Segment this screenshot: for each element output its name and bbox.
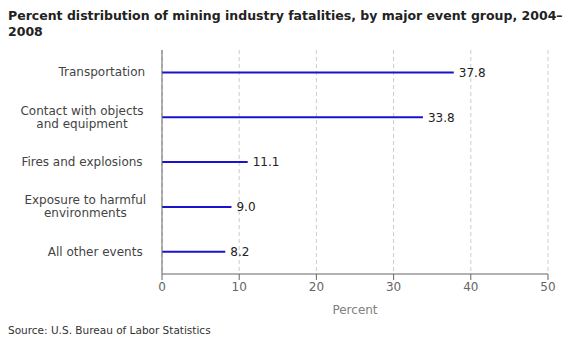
- svg-text:10: 10: [232, 280, 247, 294]
- svg-text:8.2: 8.2: [230, 245, 249, 259]
- svg-text:33.8: 33.8: [428, 111, 455, 125]
- svg-text:Exposure to harmfulenvironment: Exposure to harmfulenvironments: [24, 193, 146, 220]
- svg-text:50: 50: [540, 280, 555, 294]
- svg-text:Fires and explosions: Fires and explosions: [21, 155, 142, 169]
- svg-text:0: 0: [158, 280, 166, 294]
- svg-text:9.0: 9.0: [236, 200, 255, 214]
- svg-text:37.8: 37.8: [459, 66, 486, 80]
- svg-text:30: 30: [386, 280, 401, 294]
- svg-text:Transportation: Transportation: [57, 65, 145, 79]
- svg-text:20: 20: [309, 280, 324, 294]
- svg-text:Percent: Percent: [332, 303, 377, 317]
- html-text:Percent distribution of mining: Percent distribution of mining industry …: [8, 8, 563, 39]
- svg-text:All other events: All other events: [48, 245, 143, 259]
- svg-text:Contact with objectsand equipm: Contact with objectsand equipment: [20, 104, 143, 131]
- svg-text:40: 40: [463, 280, 478, 294]
- svg-text:11.1: 11.1: [253, 155, 280, 169]
- html-text:Source: U.S. Bureau of Labor S: Source: U.S. Bureau of Labor Statistics: [8, 324, 211, 336]
